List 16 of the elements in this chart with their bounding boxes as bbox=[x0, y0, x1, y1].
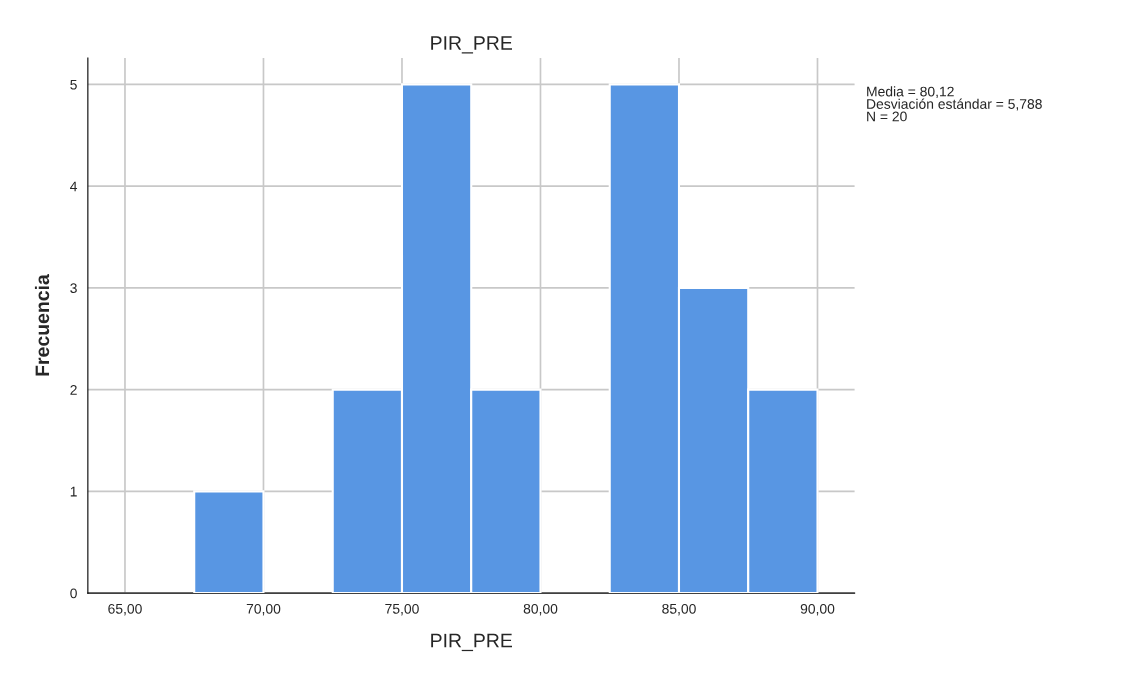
y-tick-label: 3 bbox=[70, 283, 77, 294]
y-axis-title: Frecuencia bbox=[34, 274, 50, 376]
x-tick-label: 80,00 bbox=[523, 603, 558, 616]
x-tick-label: 90,00 bbox=[800, 603, 835, 616]
x-tick-label: 65,00 bbox=[108, 603, 142, 616]
x-tick-label: 85,00 bbox=[662, 603, 696, 616]
x-tick-label: 70,00 bbox=[246, 603, 281, 616]
y-tick-label: 1 bbox=[70, 486, 77, 497]
x-axis-title: PIR_PRE bbox=[431, 633, 512, 652]
y-tick-label: 4 bbox=[70, 181, 78, 192]
chart-title: PIR_PRE bbox=[431, 36, 512, 54]
x-tick-label: 75,00 bbox=[385, 603, 419, 616]
text: Media = 80,12 Desviación estándar = 5,788 N = 20 bbox=[867, 86, 1042, 122]
y-tick-label: 2 bbox=[70, 384, 77, 395]
y-tick-label: 5 bbox=[70, 79, 77, 90]
y-tick-label: 0 bbox=[70, 588, 77, 599]
